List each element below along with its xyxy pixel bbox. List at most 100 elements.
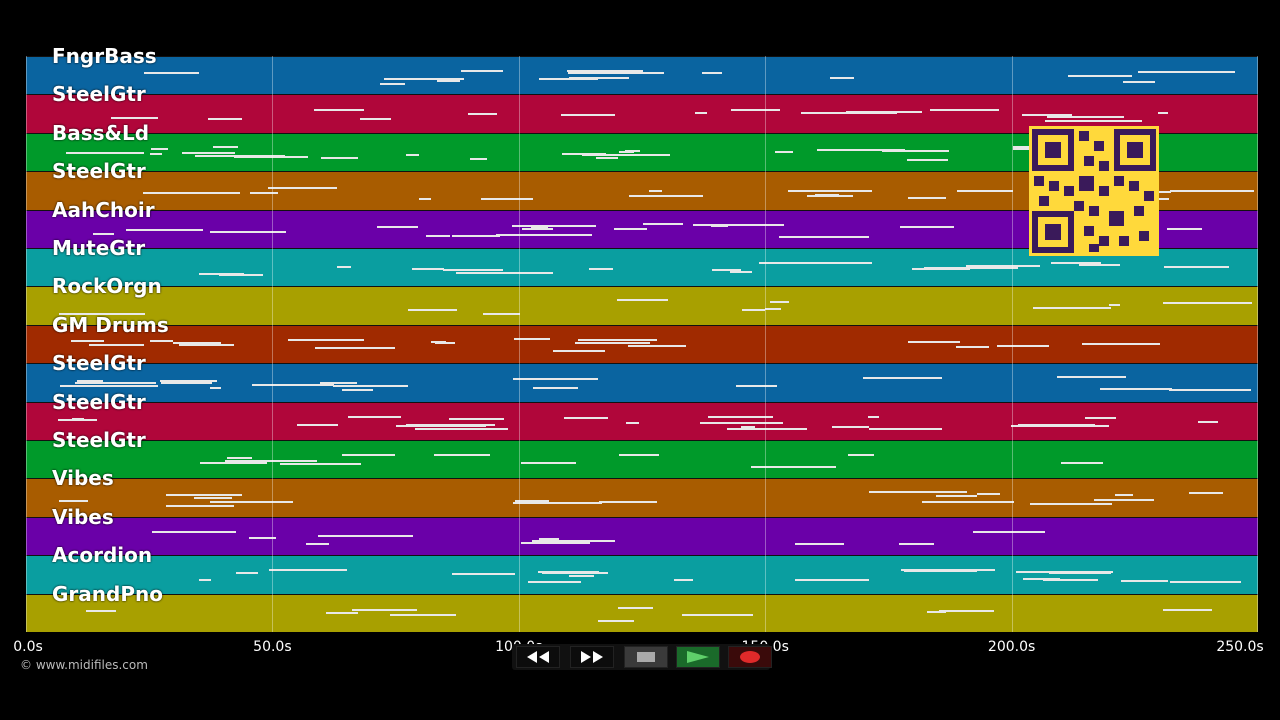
grid-line bbox=[765, 56, 767, 632]
track-lane bbox=[26, 516, 1258, 556]
note-mark bbox=[1163, 265, 1229, 268]
note-mark bbox=[530, 225, 549, 228]
play-button[interactable] bbox=[676, 646, 720, 668]
track-lane bbox=[26, 440, 1258, 479]
note-mark bbox=[336, 265, 352, 268]
track-label: SteelGtr bbox=[52, 389, 146, 414]
qr-code bbox=[1029, 126, 1159, 256]
note-mark bbox=[542, 571, 609, 574]
note-mark bbox=[966, 264, 1040, 267]
note-mark bbox=[617, 607, 654, 610]
note-mark bbox=[379, 82, 405, 85]
note-mark bbox=[250, 191, 279, 194]
note-mark bbox=[512, 501, 602, 504]
note-mark bbox=[560, 113, 616, 116]
note-mark bbox=[110, 116, 158, 119]
note-mark bbox=[405, 423, 496, 426]
note-mark bbox=[514, 337, 550, 340]
note-mark bbox=[1170, 190, 1254, 192]
note-mark bbox=[442, 268, 503, 271]
qr-code-pattern bbox=[1032, 129, 1157, 254]
note-mark bbox=[341, 453, 396, 456]
note-mark bbox=[814, 193, 839, 196]
note-mark bbox=[1068, 74, 1132, 77]
note-mark bbox=[268, 568, 347, 571]
note-mark bbox=[599, 500, 658, 503]
track-label: Vibes bbox=[52, 504, 114, 529]
note-mark bbox=[144, 72, 200, 75]
note-mark bbox=[1137, 70, 1236, 73]
note-mark bbox=[151, 530, 236, 533]
note-mark bbox=[89, 344, 145, 346]
note-mark bbox=[414, 427, 508, 430]
note-mark bbox=[58, 418, 97, 421]
note-mark bbox=[868, 491, 968, 494]
track-label: MuteGtr bbox=[52, 236, 146, 260]
note-mark bbox=[511, 225, 597, 228]
note-mark bbox=[72, 417, 85, 420]
time-tick-label: 50.0s bbox=[253, 639, 292, 655]
note-mark bbox=[1029, 502, 1113, 505]
fast-forward-icon bbox=[581, 651, 603, 663]
note-mark bbox=[682, 614, 754, 617]
note-mark bbox=[774, 151, 793, 154]
note-mark bbox=[907, 158, 948, 161]
note-mark bbox=[1010, 425, 1110, 428]
note-mark bbox=[961, 500, 997, 503]
stop-button[interactable] bbox=[624, 646, 668, 668]
note-mark bbox=[1047, 116, 1125, 119]
note-mark bbox=[533, 387, 578, 390]
note-mark bbox=[179, 343, 235, 346]
note-mark bbox=[482, 312, 520, 315]
note-mark bbox=[411, 268, 444, 271]
note-mark bbox=[1021, 113, 1073, 116]
track-label: SteelGtr bbox=[52, 159, 146, 184]
note-mark bbox=[629, 195, 703, 198]
note-mark bbox=[1079, 264, 1121, 267]
note-mark bbox=[694, 111, 707, 114]
grid-line bbox=[272, 56, 274, 632]
note-mark bbox=[198, 272, 244, 275]
note-mark bbox=[863, 377, 943, 380]
note-mark bbox=[150, 153, 163, 156]
note-mark bbox=[461, 70, 503, 73]
note-mark bbox=[1114, 494, 1134, 497]
note-mark bbox=[418, 197, 431, 200]
note-mark bbox=[210, 230, 286, 233]
note-mark bbox=[763, 261, 823, 264]
note-mark bbox=[707, 416, 773, 419]
note-mark bbox=[1018, 424, 1096, 427]
note-mark bbox=[575, 342, 651, 345]
note-mark bbox=[1162, 609, 1213, 612]
note-mark bbox=[648, 189, 662, 192]
note-mark bbox=[1157, 112, 1169, 115]
note-mark bbox=[924, 267, 1018, 270]
note-mark bbox=[1099, 388, 1172, 391]
time-tick-label: 200.0s bbox=[987, 639, 1036, 655]
note-mark bbox=[161, 381, 212, 384]
note-mark bbox=[321, 156, 358, 159]
note-mark bbox=[377, 225, 419, 228]
note-mark bbox=[514, 499, 549, 502]
note-mark bbox=[332, 385, 408, 388]
grid-line bbox=[1257, 56, 1258, 632]
note-mark bbox=[617, 69, 644, 72]
note-mark bbox=[406, 154, 419, 157]
note-mark bbox=[279, 462, 361, 465]
note-mark bbox=[618, 454, 660, 457]
note-mark bbox=[224, 460, 317, 463]
note-mark bbox=[901, 568, 996, 571]
track-label: SteelGtr bbox=[52, 428, 146, 452]
track-label: Acordion bbox=[52, 543, 153, 568]
note-mark bbox=[326, 611, 359, 614]
rewind-button[interactable] bbox=[516, 646, 560, 668]
note-mark bbox=[711, 269, 742, 272]
note-mark bbox=[125, 228, 203, 231]
record-button[interactable] bbox=[728, 646, 772, 668]
fast-forward-button[interactable] bbox=[570, 646, 614, 668]
note-mark bbox=[436, 79, 461, 82]
note-mark bbox=[750, 466, 837, 469]
note-mark bbox=[643, 222, 684, 225]
note-mark bbox=[673, 579, 693, 582]
note-mark bbox=[452, 572, 515, 575]
